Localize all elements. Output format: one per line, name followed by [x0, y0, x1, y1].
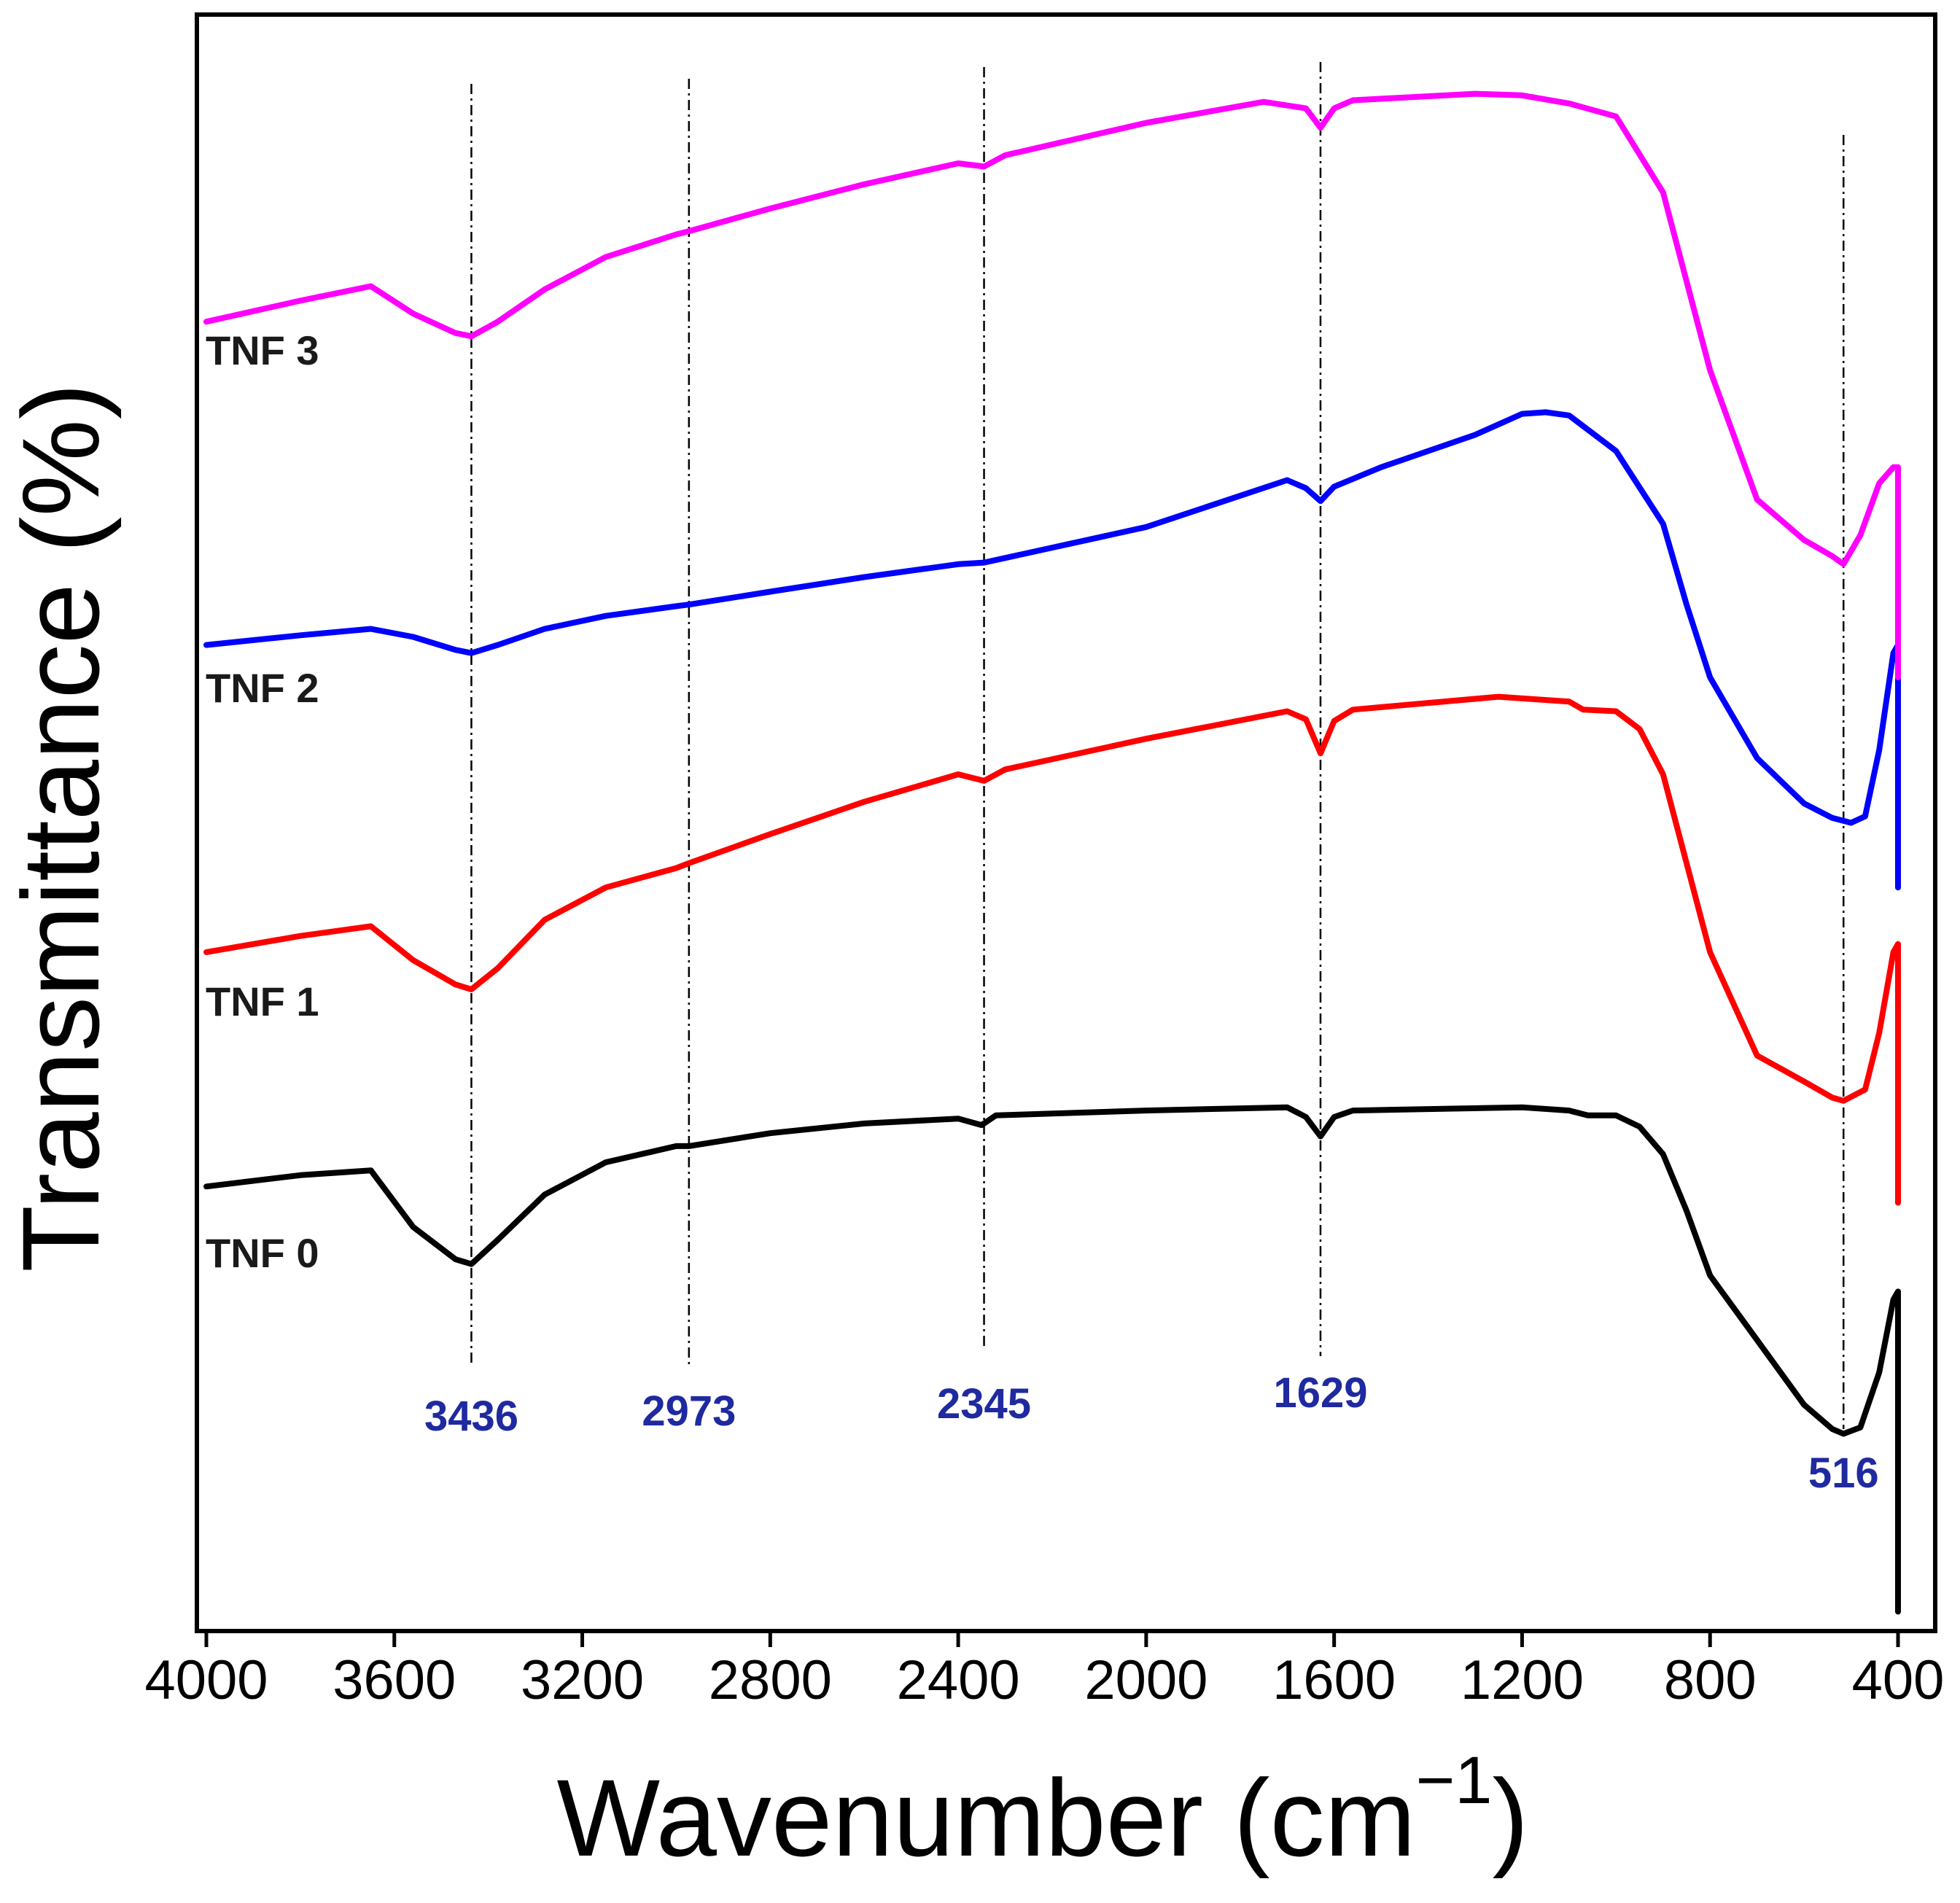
x-axis-title: Wavenumber (cm−1) — [557, 1743, 1529, 1879]
series-label: TNF 0 — [206, 1230, 319, 1276]
x-tick-label: 2400 — [897, 1649, 1020, 1711]
x-axis-title-exponent: −1 — [1416, 1743, 1493, 1818]
y-axis-title: Transmittance (%) — [0, 383, 122, 1272]
peak-label: 516 — [1808, 1449, 1879, 1497]
x-axis: 4000 3600 3200 2800 2400 2000 1600 1200 800 400 — [144, 1631, 1944, 1711]
x-tick-label: 3200 — [521, 1649, 644, 1711]
x-tick-label: 2000 — [1084, 1649, 1208, 1711]
peak-marker-layer — [470, 62, 1845, 1429]
series-label: TNF 2 — [206, 665, 319, 711]
series-line-tnf-2 — [203, 409, 1901, 891]
x-tick-label: 4000 — [144, 1649, 268, 1711]
x-tick-label: 1600 — [1272, 1649, 1396, 1711]
x-tick-label: 3600 — [332, 1649, 456, 1711]
series-line-tnf-0 — [203, 1104, 1901, 1615]
x-tick-label: 1200 — [1461, 1649, 1584, 1711]
x-tick-label: 2800 — [709, 1649, 832, 1711]
series-label: TNF 3 — [206, 327, 319, 373]
peak-label: 3436 — [424, 1393, 518, 1440]
x-tick-label: 800 — [1664, 1649, 1757, 1711]
x-axis-title-main: Wavenumber (cm — [557, 1756, 1416, 1879]
series-line-tnf-3 — [203, 90, 1901, 680]
series-label-layer: TNF 0 TNF 1 TNF 2 TNF 3 — [206, 327, 319, 1276]
series-label: TNF 1 — [206, 978, 319, 1024]
series-line-tnf-1 — [203, 693, 1901, 1206]
x-axis-title-close: ) — [1492, 1756, 1528, 1879]
peak-label: 1629 — [1273, 1369, 1367, 1417]
peak-label-layer: 3436 2973 2345 1629 516 — [424, 1369, 1879, 1497]
series-layer — [203, 90, 1901, 1615]
x-tick-label: 400 — [1852, 1649, 1945, 1711]
peak-label: 2345 — [937, 1380, 1031, 1428]
peak-label: 2973 — [642, 1388, 736, 1435]
plot-frame — [195, 12, 1937, 1633]
